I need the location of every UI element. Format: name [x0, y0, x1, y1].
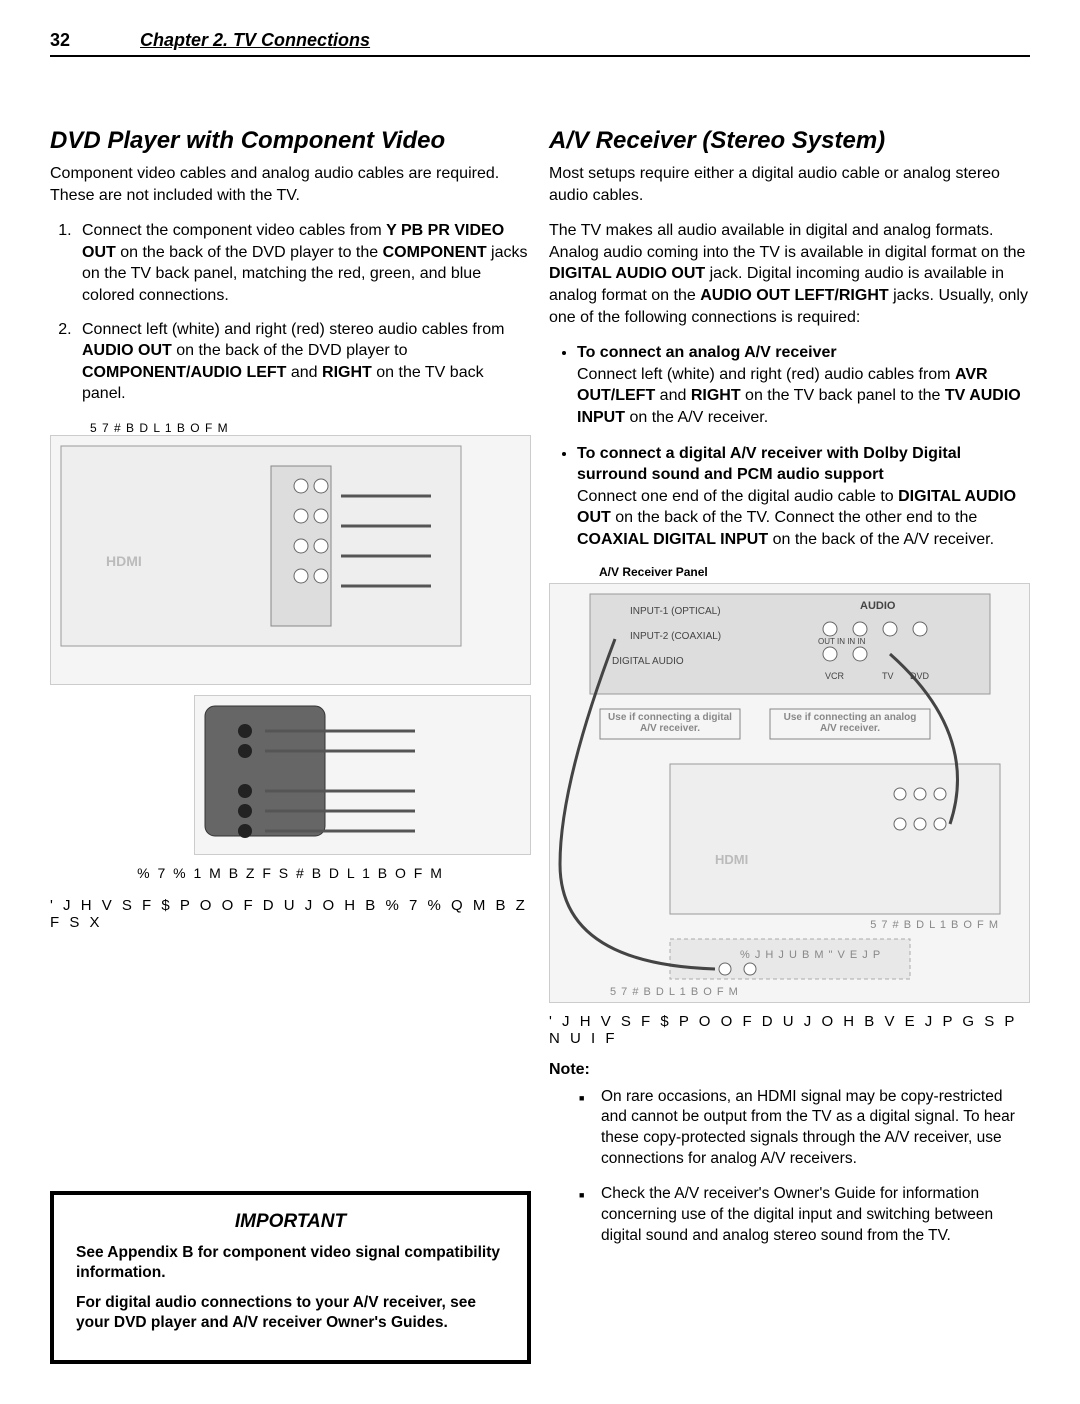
av-panel-illustration: INPUT-1 (OPTICAL) INPUT-2 (COAXIAL) DIGI…	[550, 584, 1029, 1002]
note-heading: Note:	[549, 1061, 1030, 1079]
svg-text:TV: TV	[882, 671, 894, 681]
tv-back-panel-label: 5 7 # B D L 1 B O F M	[50, 421, 531, 435]
important-p2: For digital audio connections to your A/…	[76, 1293, 505, 1333]
important-title: IMPORTANT	[76, 1211, 505, 1233]
av-bullet-digital: To connect a digital A/V receiver with D…	[577, 443, 1030, 551]
dvd-step-1: Connect the component video cables from …	[76, 220, 531, 306]
left-column: DVD Player with Component Video Componen…	[50, 127, 531, 1364]
av-receiver-panel-label: A/V Receiver Panel	[549, 565, 1030, 579]
av-p1: Most setups require either a digital aud…	[549, 163, 1030, 206]
page-header: 32 Chapter 2. TV Connections	[50, 30, 1030, 57]
analog-receiver-note: Use if connecting an analog A/V receiver…	[775, 712, 925, 734]
content-columns: DVD Player with Component Video Componen…	[50, 127, 1030, 1364]
av-figure-caption: ' J H V S F $ P O O F D U J O H B V E J …	[549, 1013, 1030, 1047]
page-number: 32	[50, 30, 70, 51]
digital-audio-label: % J H J U B M " V E J P	[740, 949, 881, 961]
svg-text:OUT IN IN IN: OUT IN IN IN	[818, 637, 866, 646]
right-column: A/V Receiver (Stereo System) Most setups…	[549, 127, 1030, 1364]
svg-text:DIGITAL AUDIO: DIGITAL AUDIO	[612, 656, 684, 667]
tv-panel-illustration: HDMI	[51, 436, 530, 684]
dvd-player-panel	[194, 695, 531, 855]
dvd-panel-illustration	[195, 696, 530, 854]
dvd-intro: Component video cables and analog audio …	[50, 163, 531, 206]
dvd-step-2: Connect left (white) and right (red) ste…	[76, 319, 531, 405]
dvd-steps: Connect the component video cables from …	[50, 220, 531, 405]
chapter-title: Chapter 2. TV Connections	[140, 30, 370, 51]
svg-text:VCR: VCR	[825, 671, 845, 681]
dvd-figure-caption: ' J H V S F $ P O O F D U J O H B % 7 % …	[50, 897, 531, 931]
dvd-player-label: % 7 % 1 M B Z F S # B D L 1 B O F M	[50, 865, 531, 881]
av-bullet-analog: To connect an analog A/V receiver Connec…	[577, 342, 1030, 428]
notes-list: On rare occasions, an HDMI signal may be…	[549, 1087, 1030, 1247]
svg-text:INPUT-1 (OPTICAL): INPUT-1 (OPTICAL)	[630, 606, 721, 617]
important-box: IMPORTANT See Appendix B for component v…	[50, 1191, 531, 1364]
dvd-diagram-tv-panel: HDMI	[50, 435, 531, 685]
dvd-section-title: DVD Player with Component Video	[50, 127, 531, 155]
av-bullets: To connect an analog A/V receiver Connec…	[549, 342, 1030, 550]
svg-text:HDMI: HDMI	[106, 553, 142, 569]
digital-receiver-note: Use if connecting a digital A/V receiver…	[605, 712, 735, 734]
av-diagram: INPUT-1 (OPTICAL) INPUT-2 (COAXIAL) DIGI…	[549, 583, 1030, 1003]
svg-text:INPUT-2 (COAXIAL): INPUT-2 (COAXIAL)	[630, 631, 721, 642]
svg-text:HDMI: HDMI	[715, 852, 748, 867]
av-p2: The TV makes all audio available in digi…	[549, 220, 1030, 328]
tv-back-label-1: 5 7 # B D L 1 B O F M	[870, 919, 999, 931]
av-section-title: A/V Receiver (Stereo System)	[549, 127, 1030, 155]
tv-back-label-2: 5 7 # B D L 1 B O F M	[610, 986, 739, 998]
note-1: On rare occasions, an HDMI signal may be…	[579, 1087, 1030, 1171]
svg-text:AUDIO: AUDIO	[860, 600, 896, 612]
important-p1: See Appendix B for component video signa…	[76, 1243, 505, 1283]
note-2: Check the A/V receiver's Owner's Guide f…	[579, 1184, 1030, 1247]
